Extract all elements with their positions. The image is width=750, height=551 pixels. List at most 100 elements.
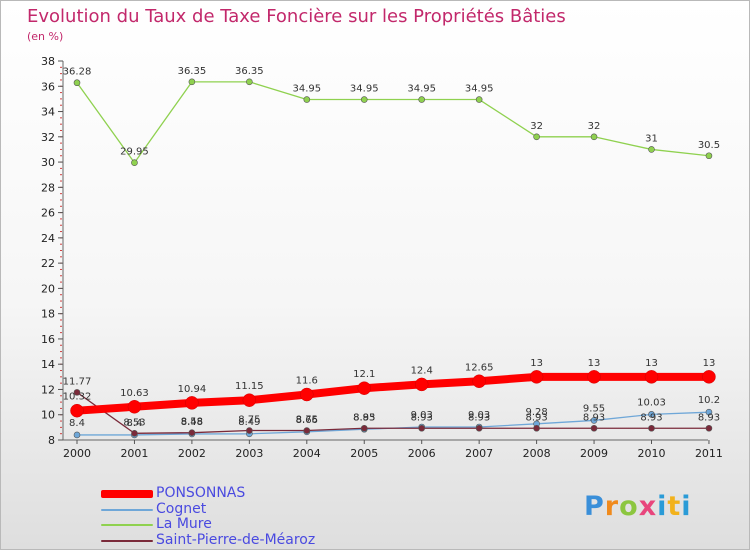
data-label: 8.93 [583, 412, 605, 423]
data-label: 11.6 [296, 376, 318, 387]
data-label: 13 [530, 358, 543, 369]
data-label: 8.53 [123, 417, 145, 428]
data-point [242, 393, 257, 407]
data-label: 13 [703, 358, 716, 369]
data-label: 8.93 [468, 412, 490, 423]
data-point [590, 417, 598, 424]
y-tick-label: 28 [41, 181, 55, 194]
series-lines [70, 78, 716, 439]
data-label: 8.48 [181, 417, 203, 428]
data-point [73, 389, 81, 396]
data-point [533, 424, 540, 432]
logo-letter: r [604, 491, 620, 522]
data-label: 8.85 [353, 412, 375, 423]
legend-swatch [101, 490, 153, 498]
y-tick-label: 20 [41, 282, 55, 295]
y-tick-label: 14 [41, 358, 55, 371]
data-point [418, 424, 426, 432]
x-tick-label: 2000 [63, 447, 91, 460]
x-tick-label: 2004 [293, 447, 321, 460]
data-point [590, 133, 598, 141]
y-tick-label: 12 [41, 383, 55, 396]
data-label: 12.4 [411, 365, 433, 376]
data-label: 9.28 [525, 407, 547, 418]
legend-swatch [101, 539, 153, 542]
legend-swatch [101, 524, 153, 526]
data-label: 10.03 [637, 397, 666, 408]
chart-title: Evolution du Taux de Taxe Foncière sur l… [27, 6, 566, 27]
x-tick-label: 2002 [178, 447, 206, 460]
y-tick-label: 38 [41, 55, 55, 68]
data-label: 8.93 [640, 412, 662, 423]
legend-label: La Mure [156, 516, 212, 532]
data-point [188, 429, 196, 436]
y-tick-label: 30 [41, 156, 55, 169]
data-point [246, 427, 253, 434]
data-label: 8.4 [69, 418, 85, 429]
data-label: 34.95 [407, 84, 436, 95]
data-label: 8.93 [353, 412, 375, 423]
data-label: 8.58 [181, 417, 203, 428]
x-tick-label: 2009 [580, 447, 608, 460]
y-tick-label: 36 [41, 80, 55, 93]
legend-label: PONSONNAS [156, 485, 246, 501]
y-tick-label: 26 [41, 207, 55, 220]
data-label: 8.75 [238, 415, 260, 426]
data-label: 8.4 [126, 418, 142, 429]
data-label: 32 [530, 121, 543, 132]
data-point [70, 403, 84, 418]
logo-letter: o [619, 491, 639, 522]
data-point [705, 408, 713, 416]
data-point [185, 396, 199, 410]
data-label: 36.35 [178, 66, 207, 77]
data-label: 36.28 [63, 67, 92, 78]
data-labels: 10.32 10.63 10.94 11.15 11.6 12.1 12.4 12.65 13 1… [63, 66, 720, 429]
y-tick-label: 24 [41, 232, 55, 245]
y-tick-label: 22 [41, 257, 55, 270]
data-label: 34.95 [350, 84, 379, 95]
legend-label: Saint-Pierre-de-Méaroz [156, 531, 316, 548]
y-tick-label: 18 [41, 308, 55, 321]
x-tick-label: 2007 [465, 447, 493, 460]
data-point [705, 152, 713, 160]
data-point [414, 377, 429, 392]
data-point [418, 96, 426, 103]
x-tick-label: 2011 [695, 447, 723, 460]
data-label: 8.49 [238, 417, 260, 428]
series-line-la-mure [76, 81, 710, 164]
series-line-saint-pierre-de-m-aroz [76, 391, 710, 434]
x-tick-label: 2001 [120, 447, 148, 460]
y-tick-label: 8 [48, 434, 55, 447]
series-line-ponsonnas [73, 372, 713, 415]
legend-label: Cognet [156, 500, 207, 517]
y-tick-label: 10 [41, 409, 55, 422]
data-label: 11.77 [63, 376, 92, 387]
data-label: 29.95 [120, 147, 149, 158]
logo-letter: t [667, 491, 682, 522]
unit-label: (en %) [27, 30, 64, 43]
data-point [246, 78, 253, 86]
data-label: 8.93 [411, 412, 433, 423]
data-point [300, 387, 314, 402]
data-label: 11.15 [235, 381, 264, 392]
data-label: 9.03 [411, 410, 433, 421]
legend-swatch [101, 508, 153, 511]
data-point [188, 78, 196, 86]
y-tick-label: 34 [41, 106, 55, 119]
data-point [475, 424, 483, 432]
data-point [648, 146, 655, 153]
data-label: 12.65 [465, 362, 494, 373]
data-point [705, 424, 713, 432]
logo-letter: i [681, 491, 692, 522]
data-point [702, 370, 716, 384]
data-point [529, 370, 544, 384]
data-label: 9.03 [468, 410, 490, 421]
data-point [587, 370, 601, 384]
x-tick-label: 2006 [408, 447, 436, 460]
axes: 8 10 12 14 16 18 20 22 24 26 28 30 32 34 36 38 2000 2001 2… [41, 55, 723, 460]
data-point [475, 96, 483, 103]
x-tick-label: 2008 [523, 447, 551, 460]
data-point [360, 96, 368, 103]
